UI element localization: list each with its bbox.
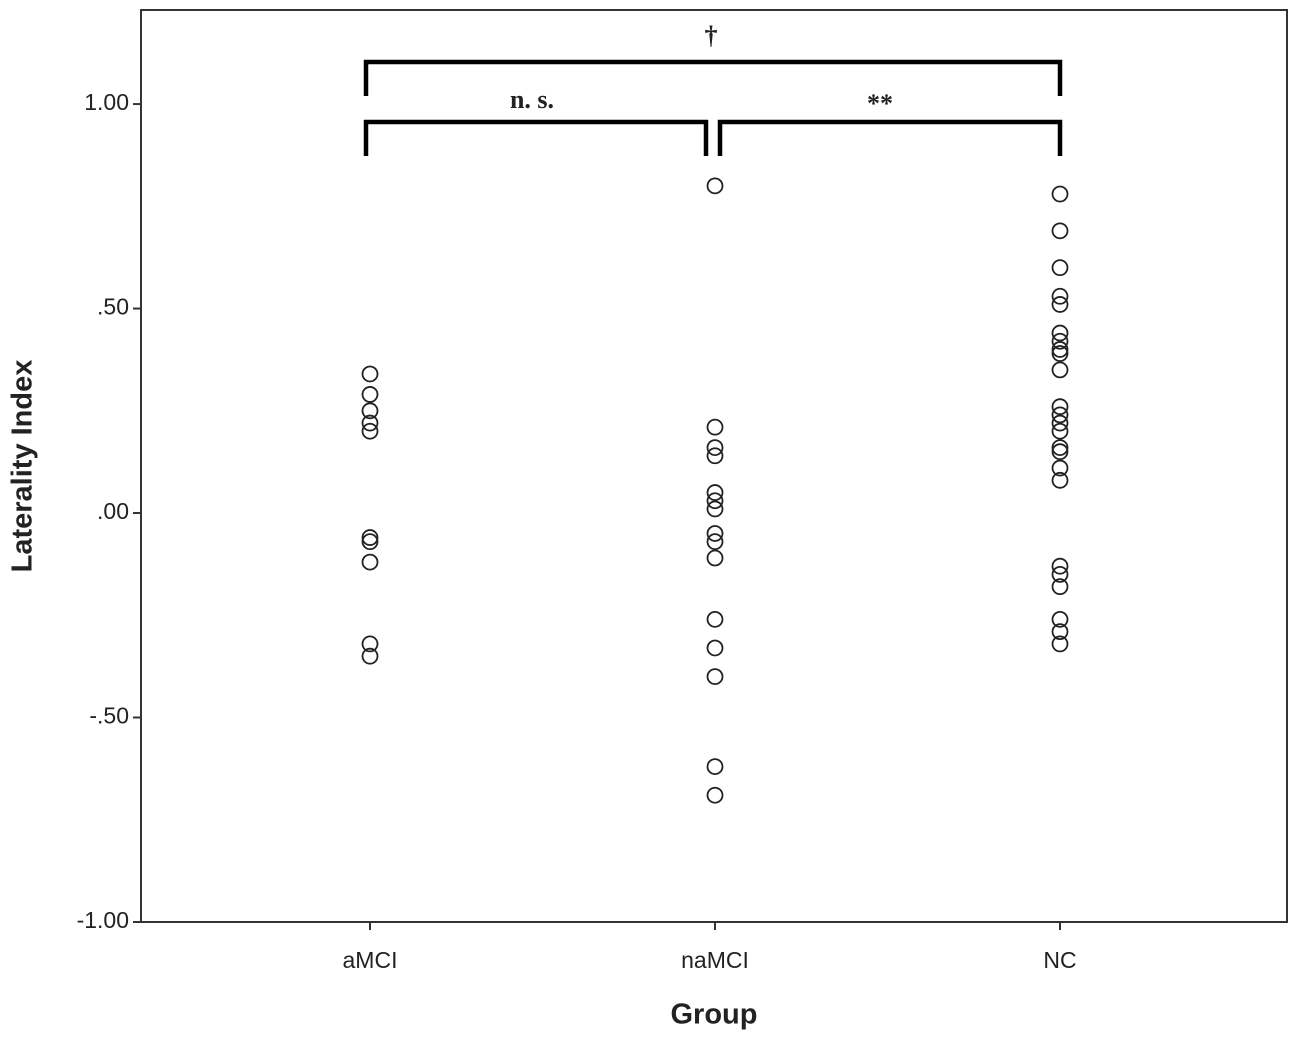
point bbox=[1051, 345, 1069, 362]
point bbox=[361, 386, 379, 403]
point bbox=[1051, 332, 1069, 350]
point bbox=[1051, 361, 1069, 379]
point bbox=[706, 177, 724, 195]
point bbox=[1051, 459, 1069, 477]
point bbox=[361, 647, 379, 665]
point bbox=[706, 447, 724, 465]
point bbox=[1051, 610, 1069, 628]
point bbox=[1051, 439, 1069, 456]
point bbox=[706, 500, 724, 518]
point bbox=[1051, 578, 1069, 596]
point bbox=[1051, 414, 1069, 432]
point bbox=[1051, 422, 1069, 440]
point bbox=[1051, 185, 1069, 203]
point bbox=[1051, 443, 1069, 461]
point bbox=[706, 484, 724, 501]
point bbox=[1051, 324, 1069, 342]
point bbox=[361, 422, 379, 440]
point bbox=[1051, 398, 1069, 416]
plot-frame bbox=[140, 9, 1288, 923]
point bbox=[706, 525, 724, 542]
point bbox=[1051, 341, 1069, 358]
annotation: n. s. bbox=[510, 85, 554, 114]
point bbox=[1051, 623, 1069, 641]
bracket bbox=[363, 59, 1063, 96]
point bbox=[361, 635, 379, 653]
point bbox=[1051, 222, 1069, 240]
bracket bbox=[363, 119, 709, 156]
x-axis-title: Group bbox=[671, 999, 758, 1031]
point bbox=[1051, 635, 1069, 653]
point bbox=[361, 553, 379, 571]
point bbox=[361, 529, 379, 546]
y-tick-label: 1.00 bbox=[84, 89, 129, 115]
point bbox=[706, 758, 724, 775]
point bbox=[1051, 406, 1069, 424]
point bbox=[1051, 287, 1069, 305]
point bbox=[706, 439, 724, 456]
point bbox=[706, 610, 724, 628]
y-tick-label: -.50 bbox=[89, 703, 129, 729]
point bbox=[706, 549, 724, 567]
x-tick-label: NC bbox=[1043, 947, 1076, 973]
y-tick-label: -1.00 bbox=[77, 907, 129, 933]
point bbox=[361, 533, 379, 551]
annotation: † bbox=[705, 21, 718, 50]
point bbox=[1051, 471, 1069, 489]
point bbox=[361, 402, 379, 420]
y-tick-label: .50 bbox=[97, 294, 129, 320]
x-tick-label: naMCI bbox=[681, 947, 749, 973]
point bbox=[706, 418, 724, 436]
y-axis-title: Laterality Index bbox=[7, 360, 39, 573]
point bbox=[361, 365, 379, 383]
point bbox=[706, 639, 724, 657]
point bbox=[706, 786, 724, 804]
point bbox=[706, 533, 724, 551]
point bbox=[1051, 296, 1069, 313]
x-tick-label: aMCI bbox=[343, 947, 398, 973]
y-tick-label: .00 bbox=[97, 498, 129, 524]
point bbox=[1051, 557, 1069, 575]
point bbox=[1051, 259, 1069, 277]
point bbox=[361, 414, 379, 432]
point bbox=[1051, 565, 1069, 583]
annotation: ** bbox=[867, 89, 893, 118]
point bbox=[706, 492, 724, 510]
bracket bbox=[717, 119, 1063, 156]
point bbox=[706, 668, 724, 686]
